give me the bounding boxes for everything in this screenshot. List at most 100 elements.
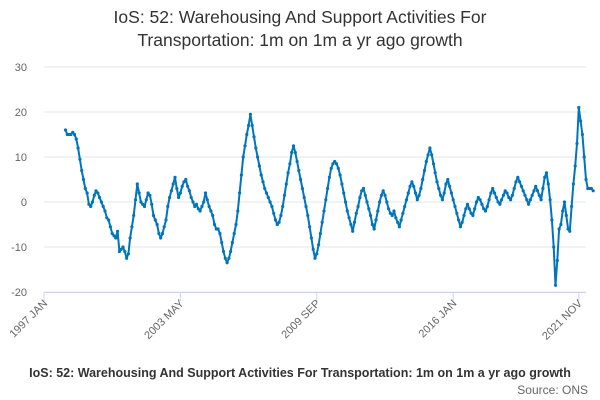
data-point[interactable] — [478, 198, 482, 202]
data-point[interactable] — [135, 182, 139, 186]
data-point[interactable] — [272, 211, 276, 215]
data-point[interactable] — [304, 204, 308, 209]
data-point[interactable] — [336, 166, 340, 170]
series-line[interactable] — [64, 106, 594, 287]
data-point[interactable] — [363, 193, 367, 197]
data-point[interactable] — [544, 171, 549, 175]
data-point[interactable] — [241, 155, 245, 159]
data-point[interactable] — [365, 200, 369, 204]
data-point[interactable] — [90, 200, 95, 204]
data-point[interactable] — [157, 231, 161, 236]
data-point[interactable] — [177, 195, 181, 200]
data-point[interactable] — [180, 184, 184, 188]
data-point[interactable] — [196, 207, 200, 211]
data-point[interactable] — [340, 182, 344, 186]
data-point[interactable] — [528, 198, 533, 202]
data-point[interactable] — [347, 216, 351, 220]
data-point[interactable] — [205, 198, 209, 202]
data-point[interactable] — [99, 200, 103, 204]
data-point[interactable] — [81, 177, 86, 182]
data-point[interactable] — [568, 229, 572, 233]
data-point[interactable] — [548, 198, 552, 202]
data-point[interactable] — [309, 236, 313, 240]
legend[interactable]: IoS: 52: Warehousing And Support Activit… — [0, 366, 600, 380]
data-point[interactable] — [89, 204, 93, 209]
data-point[interactable] — [546, 182, 550, 186]
data-point[interactable] — [372, 227, 376, 231]
data-point[interactable] — [236, 209, 240, 213]
data-point[interactable] — [189, 195, 193, 200]
data-point[interactable] — [257, 164, 261, 168]
data-point[interactable] — [440, 198, 444, 202]
data-point[interactable] — [322, 209, 326, 213]
data-point[interactable] — [451, 198, 455, 202]
data-point[interactable] — [94, 189, 98, 193]
data-point[interactable] — [162, 225, 166, 229]
data-point[interactable] — [396, 220, 400, 224]
data-point[interactable] — [360, 189, 364, 193]
data-point[interactable] — [119, 247, 123, 251]
data-point[interactable] — [209, 209, 213, 213]
data-point[interactable] — [591, 189, 595, 193]
data-point[interactable] — [512, 186, 516, 191]
data-point[interactable] — [83, 186, 87, 191]
data-point[interactable] — [403, 204, 407, 209]
data-point[interactable] — [532, 189, 536, 193]
data-point[interactable] — [300, 186, 304, 191]
data-point[interactable] — [311, 247, 315, 251]
data-point[interactable] — [121, 245, 125, 249]
data-point[interactable] — [133, 198, 138, 202]
data-point[interactable] — [505, 191, 509, 195]
data-point[interactable] — [570, 204, 574, 209]
data-point[interactable] — [254, 146, 258, 150]
data-point[interactable] — [182, 180, 186, 184]
data-point[interactable] — [334, 162, 339, 166]
data-point[interactable] — [462, 213, 466, 218]
data-point[interactable] — [71, 130, 75, 134]
data-point[interactable] — [132, 213, 136, 218]
data-point[interactable] — [293, 150, 297, 155]
data-point[interactable] — [376, 209, 380, 213]
data-point[interactable] — [98, 195, 102, 200]
data-point[interactable] — [273, 218, 278, 222]
data-point[interactable] — [457, 218, 461, 222]
data-point[interactable] — [437, 186, 441, 191]
data-point[interactable] — [229, 249, 233, 254]
data-point[interactable] — [509, 198, 513, 202]
data-point[interactable] — [225, 261, 229, 265]
data-point[interactable] — [264, 191, 269, 195]
data-point[interactable] — [431, 162, 436, 166]
data-point[interactable] — [284, 182, 288, 186]
data-point[interactable] — [343, 200, 348, 204]
data-point[interactable] — [378, 200, 382, 204]
data-point[interactable] — [252, 135, 256, 139]
data-point[interactable] — [297, 168, 301, 173]
data-point[interactable] — [471, 213, 475, 218]
data-point[interactable] — [577, 105, 581, 110]
data-point[interactable] — [530, 193, 534, 197]
data-point[interactable] — [72, 132, 77, 137]
data-point[interactable] — [126, 252, 130, 256]
data-point[interactable] — [417, 193, 421, 197]
data-point[interactable] — [491, 186, 495, 191]
data-point[interactable] — [476, 195, 480, 200]
data-point[interactable] — [383, 193, 387, 197]
data-point[interactable] — [523, 193, 527, 197]
data-point[interactable] — [194, 202, 199, 206]
data-point[interactable] — [480, 202, 484, 206]
data-point[interactable] — [230, 240, 234, 245]
data-point[interactable] — [501, 193, 505, 197]
data-point[interactable] — [356, 204, 360, 209]
data-point[interactable] — [385, 200, 389, 204]
data-point[interactable] — [455, 211, 459, 215]
data-point[interactable] — [474, 200, 479, 204]
data-point[interactable] — [148, 193, 152, 197]
data-point[interactable] — [105, 216, 109, 220]
data-point[interactable] — [388, 211, 392, 215]
data-point[interactable] — [175, 186, 179, 191]
data-point[interactable] — [473, 207, 477, 211]
data-point[interactable] — [103, 209, 107, 213]
data-point[interactable] — [130, 225, 134, 229]
data-point[interactable] — [187, 189, 191, 193]
data-point[interactable] — [537, 193, 541, 197]
